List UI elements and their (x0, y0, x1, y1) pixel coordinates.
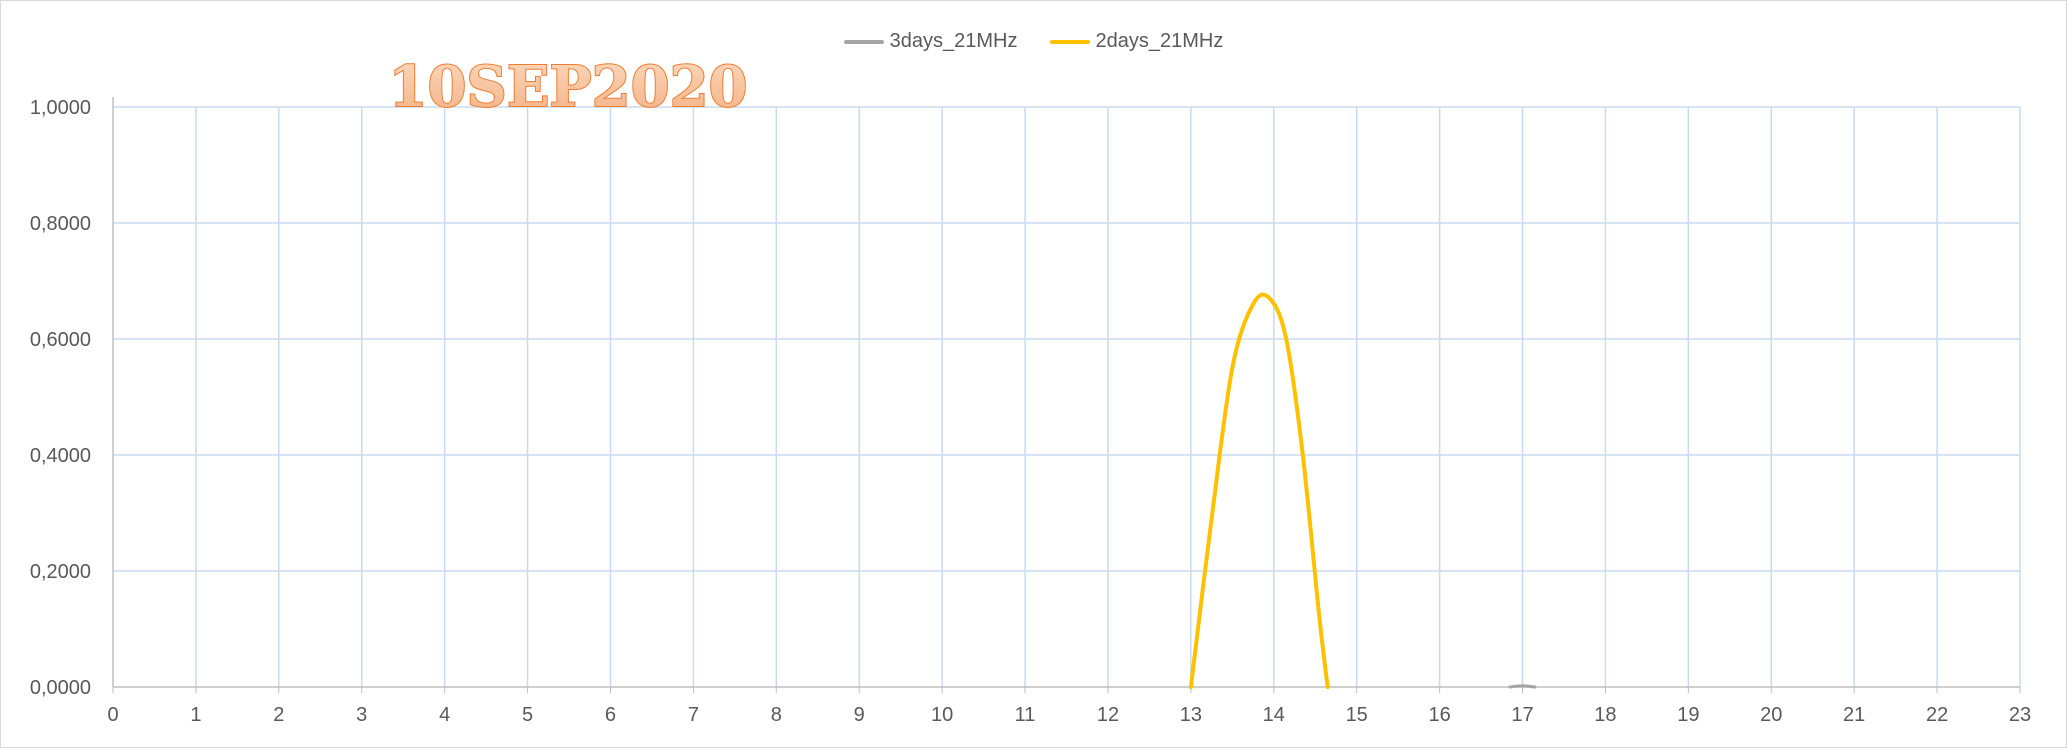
x-tick-label: 0 (107, 704, 118, 726)
x-tick-label: 5 (522, 704, 533, 726)
x-tick-label: 3 (356, 704, 367, 726)
x-tick-label: 18 (1594, 704, 1616, 726)
grid-lines (113, 106, 2021, 687)
series-line-3days_21MHz (1508, 684, 1537, 689)
series-line-2days_21MHz (1188, 292, 1330, 689)
x-tick-label: 9 (854, 704, 865, 726)
x-tick-label: 13 (1180, 704, 1202, 726)
legend-entry-3days: 3days_21MHz (843, 30, 1018, 53)
x-tick-label: 8 (771, 704, 782, 726)
legend-swatch-2days (1049, 39, 1090, 44)
x-tick-label: 16 (1428, 704, 1450, 726)
x-tick-label: 21 (1843, 704, 1865, 726)
x-tick-label: 2 (273, 704, 284, 726)
legend-label-3days: 3days_21MHz (889, 30, 1018, 52)
y-tick-label: 1,0000 (30, 97, 91, 119)
x-tick-label: 20 (1760, 704, 1782, 726)
y-tick-label: 0,0000 (30, 677, 91, 699)
chart-legend: 3days_21MHz 2days_21MHz (0, 30, 2067, 53)
chart-title: 10SEP2020 (388, 54, 747, 120)
y-tick-label: 0,8000 (30, 213, 91, 235)
x-tick-label: 7 (688, 704, 699, 726)
x-tick-label: 23 (2009, 704, 2031, 726)
x-tick-label: 22 (1926, 704, 1948, 726)
y-tick-label: 0,6000 (30, 329, 91, 351)
series-lines (1188, 292, 1537, 689)
x-tick-label: 11 (1015, 704, 1036, 726)
legend-entry-2days: 2days_21MHz (1049, 30, 1224, 53)
legend-swatch-3days (843, 39, 884, 44)
x-tick-label: 4 (439, 704, 450, 726)
x-tick-label: 6 (605, 704, 616, 726)
x-tick-label: 12 (1097, 704, 1119, 726)
x-tick-label: 17 (1511, 704, 1533, 726)
x-tick-label: 14 (1263, 704, 1285, 726)
legend-label-2days: 2days_21MHz (1095, 30, 1224, 52)
x-tick-label: 19 (1677, 704, 1699, 726)
x-tick-label: 10 (931, 704, 953, 726)
y-tick-label: 0,4000 (30, 445, 91, 467)
x-tick-label: 1 (190, 704, 201, 726)
x-tick-label: 15 (1346, 704, 1368, 726)
y-tick-label: 0,2000 (30, 561, 91, 583)
